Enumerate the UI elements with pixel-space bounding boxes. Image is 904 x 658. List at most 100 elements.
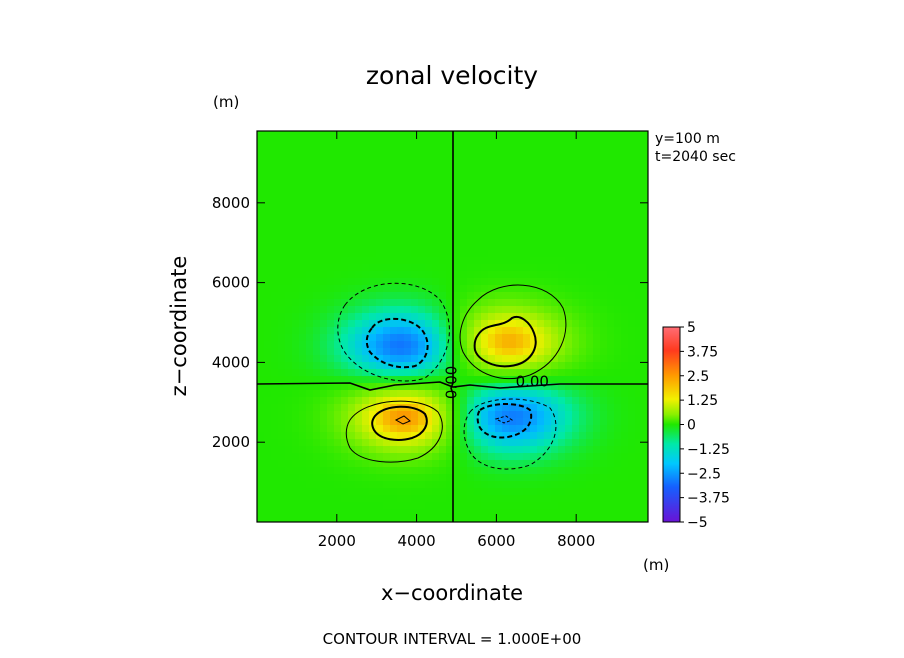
field-cell bbox=[376, 152, 384, 160]
field-cell bbox=[439, 432, 447, 440]
field-cell bbox=[369, 334, 377, 342]
field-cell bbox=[432, 341, 440, 349]
field-cell bbox=[355, 222, 363, 230]
field-cell bbox=[551, 362, 559, 370]
field-cell bbox=[607, 369, 615, 377]
field-cell bbox=[264, 320, 272, 328]
field-cell bbox=[579, 369, 587, 377]
field-cell bbox=[376, 145, 384, 153]
field-cell bbox=[313, 474, 321, 482]
field-cell bbox=[488, 418, 496, 426]
field-cell bbox=[593, 299, 601, 307]
field-cell bbox=[565, 257, 573, 265]
field-cell bbox=[446, 180, 454, 188]
field-cell bbox=[621, 250, 629, 258]
field-cell bbox=[348, 390, 356, 398]
field-cell bbox=[523, 152, 531, 160]
field-cell bbox=[355, 369, 363, 377]
field-cell bbox=[299, 474, 307, 482]
field-cell bbox=[635, 453, 643, 461]
field-cell bbox=[509, 516, 517, 522]
field-cell bbox=[390, 390, 398, 398]
field-cell bbox=[306, 488, 314, 496]
field-cell bbox=[537, 138, 545, 146]
field-cell bbox=[376, 348, 384, 356]
field-cell bbox=[460, 502, 468, 510]
field-cell bbox=[348, 418, 356, 426]
field-cell bbox=[460, 145, 468, 153]
field-cell bbox=[278, 250, 286, 258]
field-cell bbox=[271, 271, 279, 279]
field-cell bbox=[369, 488, 377, 496]
field-cell bbox=[439, 446, 447, 454]
field-cell bbox=[327, 138, 335, 146]
field-cell bbox=[635, 264, 643, 272]
field-cell bbox=[404, 341, 412, 349]
field-cell bbox=[628, 152, 636, 160]
field-cell bbox=[565, 159, 573, 167]
field-cell bbox=[551, 278, 559, 286]
field-cell bbox=[383, 201, 391, 209]
field-cell bbox=[383, 509, 391, 517]
field-cell bbox=[306, 201, 314, 209]
field-cell bbox=[432, 159, 440, 167]
field-cell bbox=[320, 278, 328, 286]
field-cell bbox=[341, 152, 349, 160]
field-cell bbox=[334, 243, 342, 251]
field-cell bbox=[257, 481, 265, 489]
field-cell bbox=[621, 390, 629, 398]
field-cell bbox=[327, 453, 335, 461]
field-cell bbox=[600, 418, 608, 426]
field-cell bbox=[523, 145, 531, 153]
field-cell bbox=[439, 166, 447, 174]
field-cell bbox=[586, 418, 594, 426]
field-cell bbox=[460, 180, 468, 188]
field-cell bbox=[306, 145, 314, 153]
field-cell bbox=[502, 264, 510, 272]
field-cell bbox=[334, 187, 342, 195]
field-cell bbox=[516, 495, 524, 503]
field-cell bbox=[432, 327, 440, 335]
field-cell bbox=[257, 495, 265, 503]
field-cell bbox=[635, 180, 643, 188]
field-cell bbox=[642, 390, 648, 398]
field-cell bbox=[551, 145, 559, 153]
field-cell bbox=[600, 278, 608, 286]
field-cell bbox=[635, 138, 643, 146]
field-cell bbox=[558, 488, 566, 496]
field-cell bbox=[327, 313, 335, 321]
field-cell bbox=[530, 131, 538, 139]
field-cell bbox=[355, 257, 363, 265]
field-cell bbox=[467, 509, 475, 517]
field-cell bbox=[320, 215, 328, 223]
field-cell bbox=[481, 222, 489, 230]
field-cell bbox=[565, 306, 573, 314]
field-cell bbox=[313, 173, 321, 181]
field-cell bbox=[257, 250, 265, 258]
field-cell bbox=[285, 460, 293, 468]
field-cell bbox=[306, 502, 314, 510]
field-cell bbox=[355, 145, 363, 153]
field-cell bbox=[264, 285, 272, 293]
field-cell bbox=[628, 425, 636, 433]
field-cell bbox=[348, 152, 356, 160]
field-cell bbox=[348, 236, 356, 244]
field-cell bbox=[586, 439, 594, 447]
field-cell bbox=[264, 152, 272, 160]
field-cell bbox=[481, 208, 489, 216]
field-cell bbox=[586, 285, 594, 293]
field-cell bbox=[432, 271, 440, 279]
field-cell bbox=[551, 222, 559, 230]
field-cell bbox=[306, 166, 314, 174]
field-cell bbox=[425, 271, 433, 279]
field-cell bbox=[572, 474, 580, 482]
field-cell bbox=[271, 138, 279, 146]
field-cell bbox=[628, 166, 636, 174]
field-cell bbox=[425, 166, 433, 174]
field-cell bbox=[341, 173, 349, 181]
field-cell bbox=[523, 327, 531, 335]
field-cell bbox=[579, 453, 587, 461]
field-cell bbox=[278, 495, 286, 503]
field-cell bbox=[453, 278, 461, 286]
field-cell bbox=[558, 383, 566, 391]
